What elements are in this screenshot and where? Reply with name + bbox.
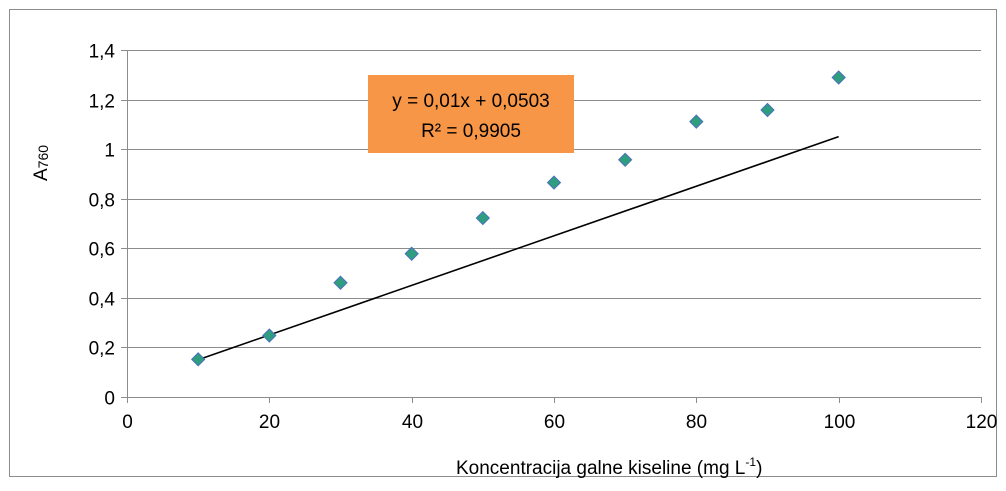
data-point [689,114,704,129]
y-axis-title: A760 [31,145,52,181]
x-tick-label: 120 [966,412,998,433]
x-tick-label: 40 [402,412,423,433]
y-tick-label: 0,8 [89,191,115,212]
data-points [190,70,846,367]
x-tick-label: 80 [686,412,707,433]
y-tick-label: 0,4 [89,290,116,311]
data-point [475,210,491,226]
y-tick-label: 0,2 [89,339,115,360]
y-tick-label: 0,6 [89,240,115,261]
equation-box [368,75,574,153]
x-tick-label: 60 [544,412,565,433]
x-tick-label: 0 [122,412,133,433]
y-tick-label: 1,4 [89,42,116,63]
data-point [404,246,419,261]
data-point [760,102,775,118]
trendline [197,135,839,361]
data-point [546,175,562,190]
y-tick-label: 0 [104,389,115,410]
x-tick-label: 100 [824,412,856,433]
trendline-r-squared: R² = 0,9905 [421,121,521,142]
data-point [617,152,633,168]
x-axis-title: Koncentracija galne kiseline (mg L-1) [456,455,762,479]
y-tick-label: 1,2 [89,92,115,113]
trendline-equation: y = 0,01x + 0,0503 [392,91,549,112]
trendline-group [197,135,839,361]
y-tick-label: 1 [104,141,115,162]
tick-labels: 0 0,2 0,4 0,6 0,8 1 1,2 1,4 0 20 40 60 80 100 120 [89,42,998,434]
data-point [333,275,348,290]
trendline-label: y = 0,01x + 0,0503 R² = 0,9905 [368,75,574,153]
data-point [190,352,206,367]
axes [121,50,982,403]
data-point [262,328,277,343]
data-point [831,70,846,85]
x-tick-label: 20 [259,412,280,433]
